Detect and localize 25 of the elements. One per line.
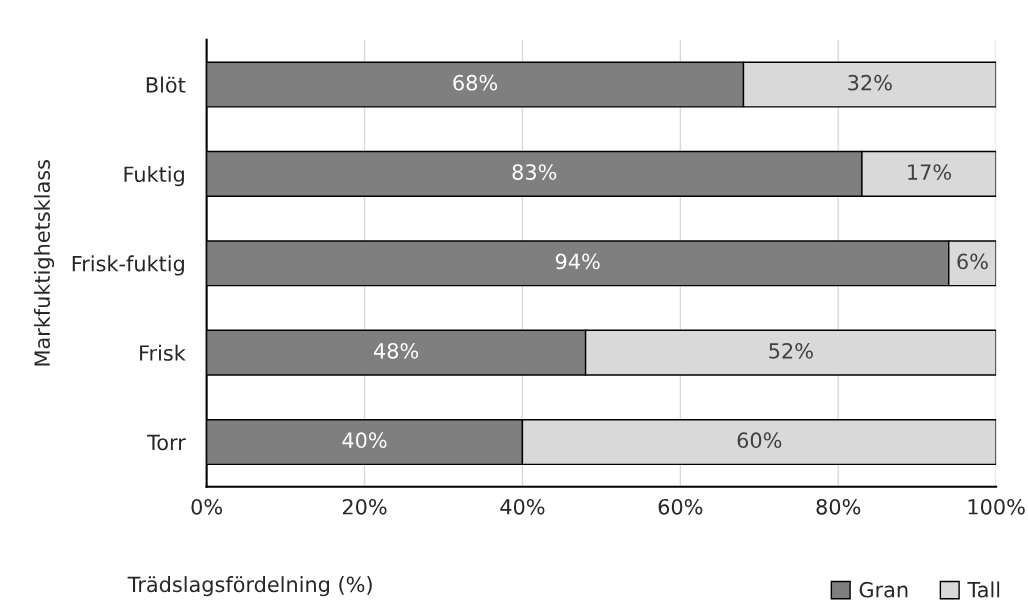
y-axis-title: Markfuktighetsklass bbox=[33, 160, 55, 366]
legend-label: Tall bbox=[967, 581, 1000, 598]
data-label: 32% bbox=[848, 74, 892, 91]
data-label: 6% bbox=[957, 253, 988, 270]
y-tick-label: Frisk bbox=[140, 344, 186, 361]
data-label: 17% bbox=[908, 164, 952, 180]
data-label: 52% bbox=[769, 342, 813, 359]
x-axis-title: Trädslagsfördelning (%) bbox=[127, 576, 372, 597]
data-label: 83% bbox=[512, 164, 557, 180]
data-label: 94% bbox=[555, 253, 600, 270]
y-tick-label: Torr bbox=[147, 434, 186, 451]
x-tick-label: 100% bbox=[968, 498, 1025, 515]
x-tick-label: 60% bbox=[658, 498, 703, 515]
data-label: 60% bbox=[737, 432, 782, 449]
x-tick-label: 40% bbox=[500, 498, 545, 515]
y-tick-label: Frisk-fuktig bbox=[72, 255, 184, 276]
x-tick-label: 20% bbox=[342, 498, 387, 515]
legend-label: Gran bbox=[859, 581, 908, 598]
data-label: 68% bbox=[453, 74, 498, 91]
y-tick-label: Blöt bbox=[146, 76, 186, 93]
y-tick-label: Fuktig bbox=[124, 165, 184, 187]
data-label: 48% bbox=[373, 342, 419, 359]
x-tick-label: 0% bbox=[191, 498, 222, 515]
data-label: 40% bbox=[342, 432, 387, 449]
x-tick-label: 80% bbox=[816, 498, 861, 515]
